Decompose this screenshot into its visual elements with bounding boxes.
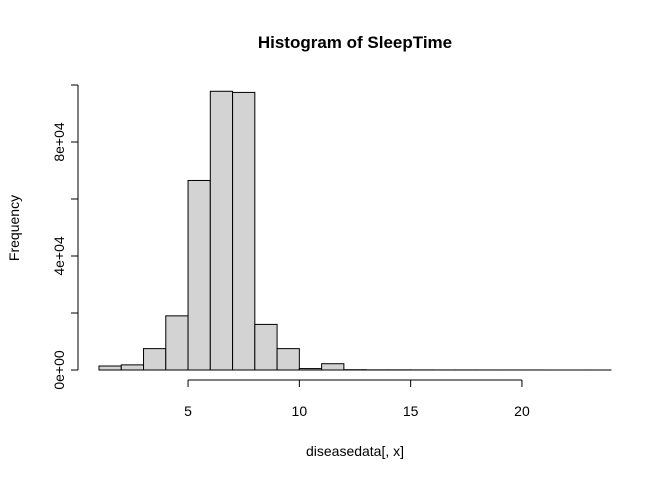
chart-title: Histogram of SleepTime (258, 33, 452, 52)
x-axis: 5 10 15 20 (184, 379, 530, 419)
histogram-bar-2 (143, 348, 167, 371)
x-tick-label-1: 10 (292, 403, 308, 419)
y-tick-label-1: 4e+04 (51, 236, 67, 276)
y-axis-label: Frequency (6, 195, 22, 261)
y-axis: 0e+00 4e+04 8e+04 (51, 84, 79, 390)
y-tick-label-0: 0e+00 (51, 350, 67, 390)
histogram-bar-5 (209, 90, 234, 371)
x-tick-label-3: 20 (514, 403, 530, 419)
y-tick-label-2: 8e+04 (51, 122, 67, 162)
x-tick-label-0: 5 (184, 403, 192, 419)
x-axis-label: diseasedata[, x] (306, 443, 404, 459)
histogram-bar-7 (254, 323, 278, 371)
histogram-bar-1 (120, 364, 145, 371)
x-tick-label-2: 15 (403, 403, 419, 419)
histogram-bar-0 (98, 365, 122, 371)
histogram-bar-8 (276, 348, 300, 371)
histogram-bar-3 (165, 315, 189, 371)
bars-group (98, 90, 612, 371)
histogram-bar-6 (232, 91, 256, 371)
histogram-bar-9 (298, 368, 323, 371)
histogram-bar-4 (187, 179, 211, 371)
histogram-bar-10 (321, 363, 345, 371)
